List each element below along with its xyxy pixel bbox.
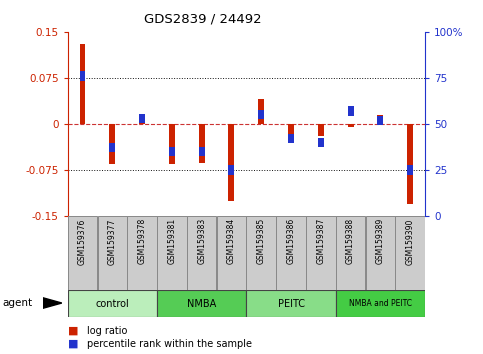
Bar — [98, 216, 127, 292]
Bar — [348, 124, 354, 127]
Text: GSM159377: GSM159377 — [108, 218, 117, 264]
Bar — [336, 216, 365, 292]
Bar — [80, 72, 85, 81]
Bar — [68, 216, 97, 292]
Bar — [377, 116, 384, 125]
Bar — [228, 165, 234, 175]
Bar — [407, 124, 413, 204]
Bar — [348, 107, 354, 116]
Text: ■: ■ — [68, 339, 78, 349]
Bar — [139, 121, 145, 124]
Bar — [396, 216, 425, 292]
Bar — [187, 216, 216, 292]
Bar — [276, 216, 306, 292]
Bar — [157, 290, 246, 317]
Text: agent: agent — [2, 298, 32, 308]
Bar — [128, 216, 157, 292]
Text: PEITC: PEITC — [278, 298, 304, 309]
Bar — [246, 216, 276, 292]
Text: log ratio: log ratio — [87, 326, 128, 336]
Bar — [258, 99, 264, 124]
Text: NMBA and PEITC: NMBA and PEITC — [349, 299, 412, 308]
Bar — [169, 147, 175, 156]
Text: NMBA: NMBA — [187, 298, 216, 309]
Text: GSM159389: GSM159389 — [376, 218, 385, 264]
Text: GSM159378: GSM159378 — [138, 218, 146, 264]
Bar — [169, 124, 175, 164]
Text: GSM159381: GSM159381 — [168, 218, 176, 264]
Bar — [407, 165, 413, 175]
Bar — [318, 124, 324, 136]
Bar — [336, 290, 425, 317]
Bar — [199, 124, 205, 162]
Bar — [306, 216, 336, 292]
Text: control: control — [96, 298, 129, 309]
Bar — [217, 216, 246, 292]
Bar — [157, 216, 186, 292]
Polygon shape — [43, 298, 62, 308]
Text: ■: ■ — [68, 326, 78, 336]
Text: GSM159383: GSM159383 — [197, 218, 206, 264]
Bar — [288, 134, 294, 143]
Text: GSM159376: GSM159376 — [78, 218, 87, 264]
Bar — [366, 216, 395, 292]
Text: percentile rank within the sample: percentile rank within the sample — [87, 339, 252, 349]
Bar — [68, 290, 157, 317]
Bar — [139, 114, 145, 123]
Bar — [377, 115, 384, 124]
Text: GSM159384: GSM159384 — [227, 218, 236, 264]
Bar — [258, 110, 264, 119]
Bar — [109, 143, 115, 153]
Text: GSM159386: GSM159386 — [286, 218, 296, 264]
Bar — [80, 44, 85, 124]
Text: GSM159390: GSM159390 — [406, 218, 414, 264]
Text: GDS2839 / 24492: GDS2839 / 24492 — [144, 12, 262, 25]
Bar — [228, 124, 234, 201]
Bar — [318, 138, 324, 147]
Bar — [288, 124, 294, 136]
Text: GSM159385: GSM159385 — [257, 218, 266, 264]
Text: GSM159388: GSM159388 — [346, 218, 355, 264]
Text: GSM159387: GSM159387 — [316, 218, 325, 264]
Bar — [109, 124, 115, 164]
Bar — [246, 290, 336, 317]
Bar — [199, 147, 205, 156]
